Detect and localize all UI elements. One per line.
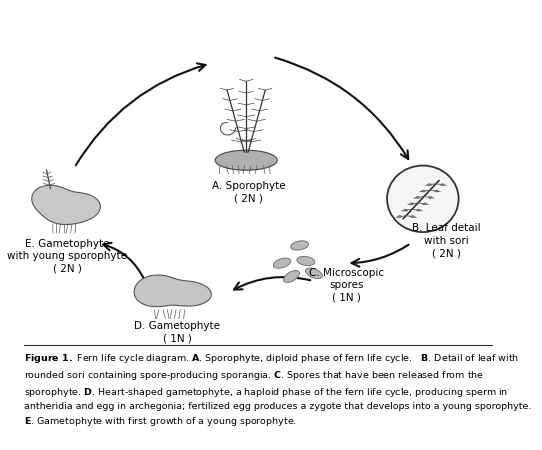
Ellipse shape xyxy=(429,197,433,198)
Ellipse shape xyxy=(297,256,315,266)
Ellipse shape xyxy=(273,258,291,268)
Ellipse shape xyxy=(283,270,300,283)
Text: ( 1N ): ( 1N ) xyxy=(163,333,191,343)
Ellipse shape xyxy=(441,184,444,186)
Ellipse shape xyxy=(306,268,322,279)
Text: with sori: with sori xyxy=(424,236,469,246)
Polygon shape xyxy=(134,275,211,307)
Text: C. Microscopic: C. Microscopic xyxy=(309,268,384,278)
Text: D. Gametophyte: D. Gametophyte xyxy=(134,321,220,331)
Ellipse shape xyxy=(428,184,431,186)
Text: A. Sporophyte: A. Sporophyte xyxy=(212,181,286,191)
Text: ( 1N ): ( 1N ) xyxy=(332,292,361,302)
Text: B. Leaf detail: B. Leaf detail xyxy=(412,223,481,233)
Text: ( 2N ): ( 2N ) xyxy=(234,194,263,203)
Circle shape xyxy=(387,166,459,232)
Ellipse shape xyxy=(417,209,421,211)
Ellipse shape xyxy=(435,190,438,192)
Text: ( 2N ): ( 2N ) xyxy=(53,264,81,274)
Ellipse shape xyxy=(291,241,308,250)
Text: E. Gametophyte: E. Gametophyte xyxy=(25,239,109,249)
Ellipse shape xyxy=(398,216,402,217)
Text: spores: spores xyxy=(329,280,364,290)
Text: $\mathbf{Figure\ 1.}$ Fern life cycle diagram. $\mathbf{A}$. Sporophyte, diploid: $\mathbf{Figure\ 1.}$ Fern life cycle di… xyxy=(24,352,532,428)
Ellipse shape xyxy=(411,216,415,217)
Polygon shape xyxy=(32,185,100,225)
Ellipse shape xyxy=(215,150,277,170)
Text: ( 2N ): ( 2N ) xyxy=(433,248,461,258)
Ellipse shape xyxy=(423,203,427,205)
Ellipse shape xyxy=(422,190,425,192)
Ellipse shape xyxy=(404,209,408,211)
Text: with young sporophyte: with young sporophyte xyxy=(7,251,127,261)
Ellipse shape xyxy=(416,197,420,198)
Ellipse shape xyxy=(410,203,414,205)
